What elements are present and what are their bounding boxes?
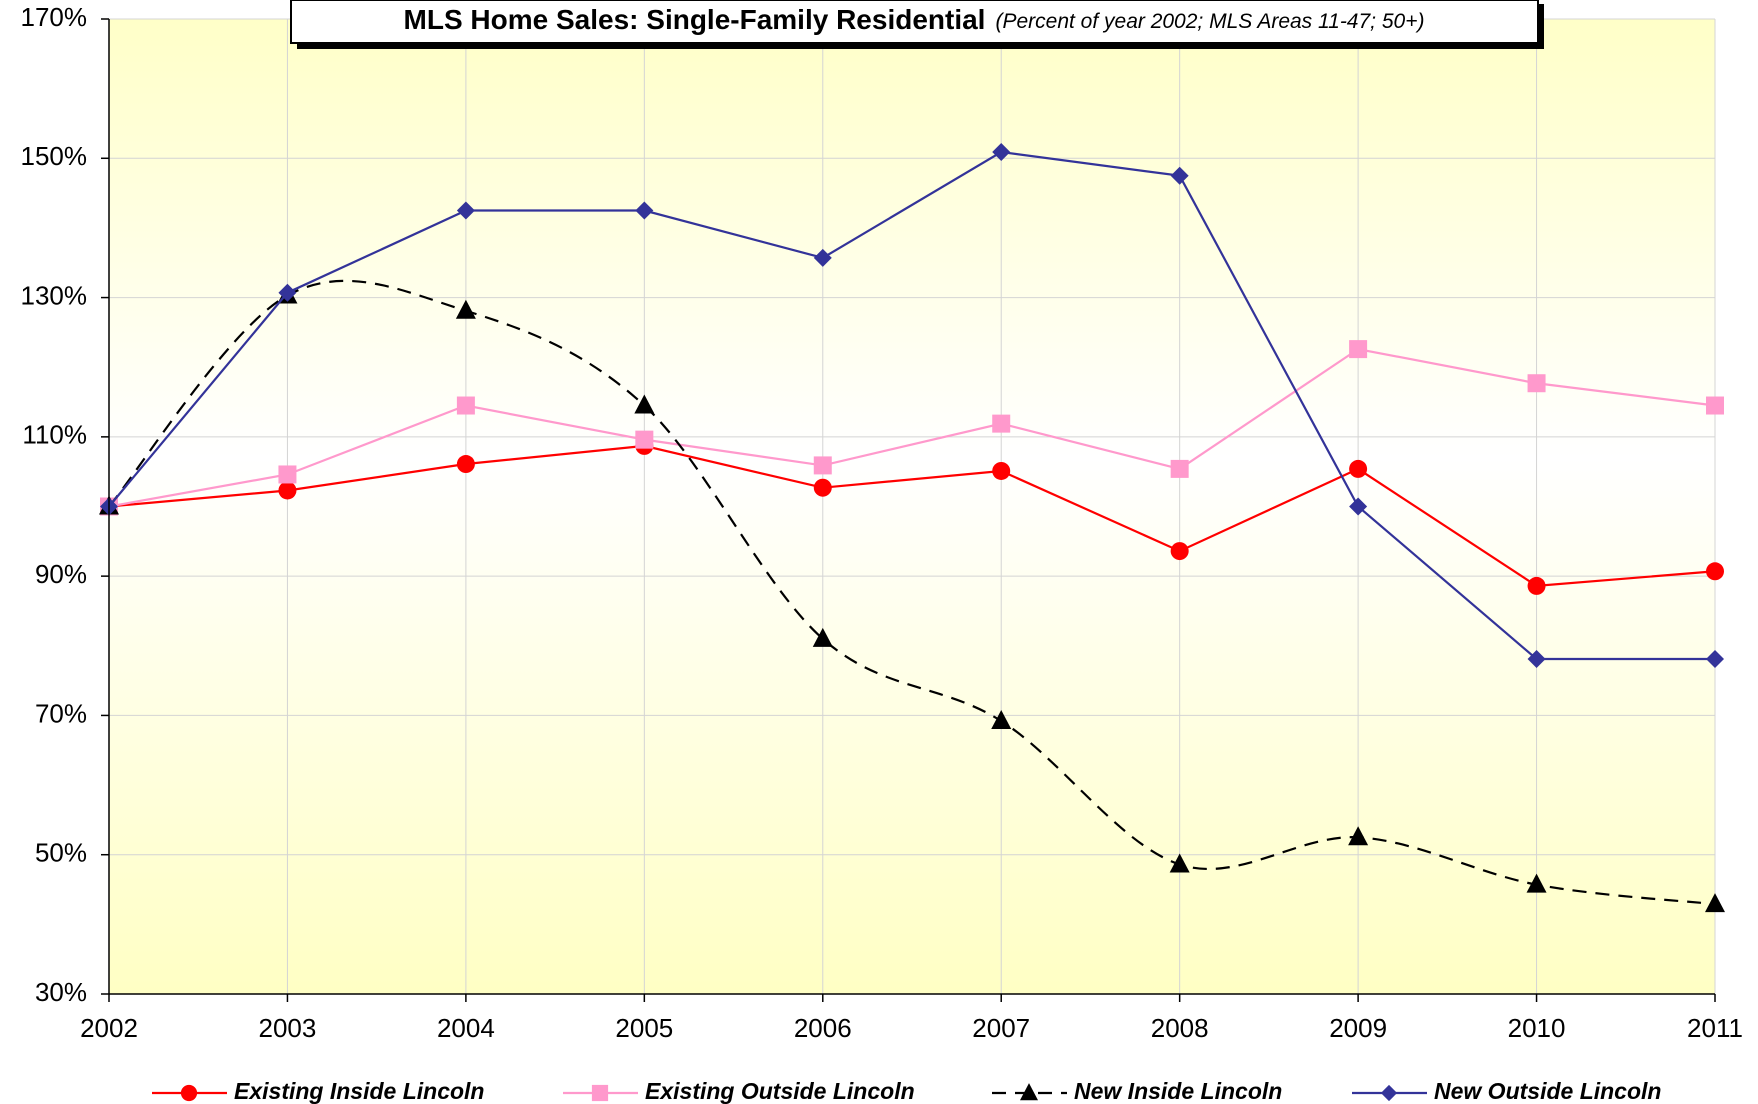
series-line [108,444,1716,588]
marker [455,299,476,319]
x-tick-label: 2002 [80,1013,138,1043]
marker [813,248,832,267]
x-tick-label: 2006 [794,1013,852,1043]
marker [992,143,1011,162]
marker [1705,893,1725,913]
marker [991,710,1012,729]
marker [1706,650,1724,669]
marker [1706,396,1724,415]
marker [1526,873,1547,893]
x-tick-label: 2007 [972,1013,1030,1043]
chart-title: MLS Home Sales: Single-Family Residentia… [404,4,1425,35]
title: MLS Home Sales: Single-Family Residentia… [404,4,986,35]
y-tick-label: 90% [35,559,87,589]
y-tick-label: 170% [21,2,88,32]
marker [813,456,832,475]
marker [1349,340,1368,359]
legend-marker [1380,1084,1398,1102]
marker [456,201,475,220]
marker [1170,459,1189,478]
marker [1349,459,1368,478]
marker [1527,576,1546,595]
series-line [108,150,1715,661]
marker [1527,650,1546,669]
marker [1170,542,1189,561]
marker [1348,826,1369,846]
x-tick-label: 2010 [1508,1013,1566,1043]
marker [1349,497,1368,516]
marker [456,455,475,474]
marker [992,414,1011,433]
legend-label: New Inside Lincoln [1074,1078,1282,1104]
x-tick-label: 2011 [1687,1013,1743,1043]
x-tick-label: 2008 [1151,1013,1209,1043]
marker [634,394,655,414]
legend-label: Existing Outside Lincoln [645,1078,915,1104]
marker [635,430,654,449]
marker [278,481,297,500]
marker [1169,853,1190,873]
marker [812,627,833,647]
x-tick-label: 2003 [259,1013,317,1043]
x-tick-label: 2004 [437,1013,495,1043]
x-tick-label: 2009 [1329,1013,1387,1043]
marker [813,478,832,497]
legend-marker [591,1084,609,1102]
legend-label: New Outside Lincoln [1434,1078,1661,1104]
x-tick-label: 2005 [615,1013,673,1043]
marker [278,283,297,302]
series-line [108,347,1716,508]
series-line [108,279,1716,906]
legend-label: Existing Inside Lincoln [234,1078,484,1104]
marker [1170,166,1189,185]
subtitle: (Percent of year 2002; MLS Areas 11-47; … [995,10,1424,33]
plot-area [109,19,1715,994]
y-tick-label: 30% [35,977,87,1007]
marker [1527,374,1546,393]
y-tick-label: 130% [21,280,88,310]
marker [1706,562,1724,581]
legend-marker [180,1084,198,1102]
legend-marker [1020,1083,1038,1101]
y-tick-label: 150% [21,141,88,171]
y-tick-label: 50% [35,838,87,868]
title-box [290,0,1539,44]
marker [635,201,654,220]
marker [456,396,475,415]
marker [278,465,297,484]
y-tick-label: 110% [22,420,87,450]
marker [992,461,1011,480]
y-tick-label: 70% [35,698,87,728]
